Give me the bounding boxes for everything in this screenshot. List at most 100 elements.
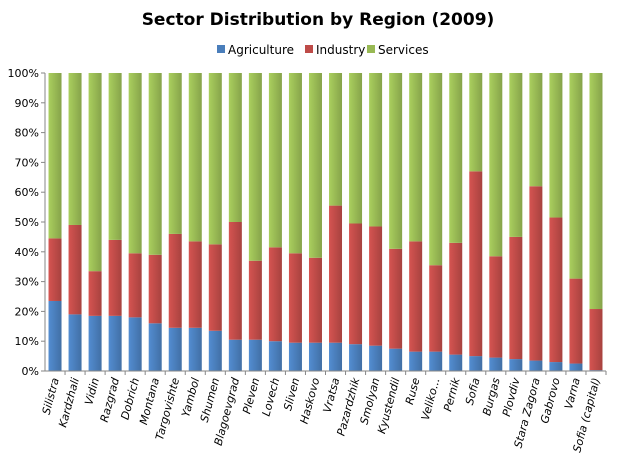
bar-industry-kyustendil [389, 248, 403, 349]
bar-services-sliven [288, 73, 302, 254]
bar-agriculture-shumen [208, 330, 222, 371]
bar-services-lovech [268, 73, 282, 248]
bar-industry-blagoevgrad [228, 222, 242, 340]
x-tick-label: Vidin [82, 376, 102, 406]
bar-agriculture-sofia [469, 356, 483, 371]
bar-services-pernik [449, 73, 463, 243]
bar-agriculture-razgrad [108, 315, 122, 371]
bar-industry-ruse [409, 241, 423, 352]
bar-agriculture-sliven [288, 342, 302, 371]
bar-services-montana [148, 73, 162, 255]
bar-services-sofia-capital [589, 73, 603, 310]
x-tick-label: Plovdiv [500, 376, 523, 418]
y-axis: 0% 10% 20% 30% 40% 50% 60% 70% 80% 90% 100% [8, 67, 46, 378]
x-tick-label: Gabrovo [538, 376, 563, 425]
bar-services-stara-zagora [529, 73, 543, 187]
bar-agriculture-plovdiv [509, 359, 523, 371]
bar-services-sofia [469, 73, 483, 172]
bar-services-shumen [208, 73, 222, 245]
bar-services-vidin [88, 73, 102, 272]
bar-industry-varna [569, 278, 583, 364]
x-tick-label: Sofia [463, 376, 483, 406]
bar-services-veliko [429, 73, 443, 266]
bar-industry-burgas [489, 256, 503, 358]
bars [48, 73, 603, 371]
bar-agriculture-veliko [429, 351, 443, 371]
bar-services-pleven [248, 73, 262, 261]
bar-industry-montana [148, 254, 162, 324]
legend-label-industry: Industry [316, 43, 365, 57]
bar-industry-dobrich [128, 253, 142, 318]
bar-agriculture-dobrich [128, 317, 142, 371]
bar-industry-yambol [188, 241, 202, 328]
bar-agriculture-smolyan [369, 345, 383, 371]
bar-services-gabrovo [549, 73, 563, 218]
bar-industry-sliven [288, 253, 302, 343]
y-tick-label: 10% [15, 335, 39, 348]
bar-agriculture-burgas [489, 357, 503, 371]
bar-agriculture-lovech [268, 341, 282, 371]
bar-agriculture-pleven [248, 339, 262, 371]
bar-services-vratsa [329, 73, 343, 206]
bar-agriculture-montana [148, 323, 162, 371]
bar-services-targovishte [168, 73, 182, 234]
legend-swatch-agriculture [217, 45, 225, 53]
bar-agriculture-pernik [449, 354, 463, 371]
y-tick-label: 0% [22, 365, 39, 378]
bar-services-dobrich [128, 73, 142, 254]
bar-industry-vidin [88, 271, 102, 316]
bar-industry-sofia-capital [589, 309, 603, 371]
bar-services-pazardzhik [349, 73, 363, 224]
legend-swatch-services [367, 45, 375, 53]
bar-industry-shumen [208, 244, 222, 331]
x-tick-label: Pernik [441, 376, 463, 413]
bar-services-kyustendil [389, 73, 403, 249]
y-tick-label: 70% [15, 156, 39, 169]
bar-agriculture-ruse [409, 351, 423, 371]
y-tick-label: 30% [15, 276, 39, 289]
x-tick-label: Veliko... [419, 376, 443, 421]
legend: Agriculture Industry Services [217, 43, 429, 57]
bar-industry-plovdiv [509, 236, 523, 360]
bar-industry-pazardzhik [349, 223, 363, 345]
bar-services-burgas [489, 73, 503, 257]
bar-industry-lovech [268, 247, 282, 342]
bar-services-kardzhali [68, 73, 82, 225]
bar-services-blagoevgrad [228, 73, 242, 222]
bar-agriculture-vratsa [329, 342, 343, 371]
bar-industry-gabrovo [549, 217, 563, 363]
x-tick-label: Haskovo [298, 376, 323, 425]
x-tick-label: Vratsa [321, 376, 343, 414]
x-tick-label: Pleven [240, 376, 262, 415]
bar-industry-pernik [449, 242, 463, 355]
bar-services-haskovo [308, 73, 322, 258]
bar-industry-haskovo [308, 257, 322, 343]
bar-industry-veliko [429, 265, 443, 352]
x-tick-label: Varna [562, 376, 583, 410]
bar-agriculture-targovishte [168, 327, 182, 371]
x-tick-label: Yambol [179, 376, 202, 418]
bar-industry-kardzhali [68, 224, 82, 315]
bar-services-ruse [409, 73, 423, 242]
bar-industry-targovishte [168, 233, 182, 328]
bar-agriculture-pazardzhik [349, 344, 363, 371]
bar-agriculture-stara-zagora [529, 360, 543, 371]
bar-agriculture-gabrovo [549, 362, 563, 371]
bar-services-smolyan [369, 73, 383, 227]
bar-industry-sofia [469, 171, 483, 357]
bar-agriculture-haskovo [308, 342, 322, 371]
legend-label-agriculture: Agriculture [228, 43, 294, 57]
y-tick-label: 50% [15, 216, 39, 229]
y-tick-label: 20% [15, 305, 39, 318]
y-tick-label: 90% [15, 97, 39, 110]
x-tick-label: Silistra [40, 376, 62, 416]
bar-industry-vratsa [329, 205, 343, 343]
y-tick-label: 80% [15, 127, 39, 140]
legend-swatch-industry [305, 45, 313, 53]
bar-agriculture-kyustendil [389, 348, 403, 371]
chart-title: Sector Distribution by Region (2009) [142, 10, 495, 30]
bar-services-plovdiv [509, 73, 523, 237]
bar-services-silistra [48, 73, 62, 239]
